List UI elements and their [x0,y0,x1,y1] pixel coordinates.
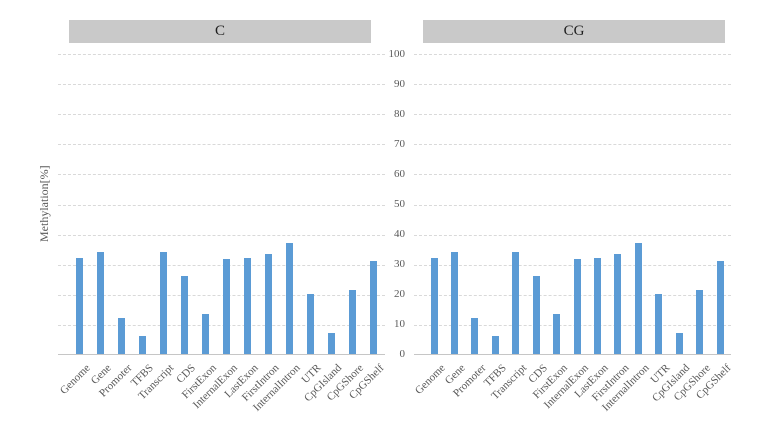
y-tick-label: 60 [394,168,405,180]
gridline-90 [58,84,385,86]
y-axis-title: Methylation[%] [37,165,51,243]
bar-cg-cpgisland [675,332,683,354]
gridline-30 [58,264,385,266]
y-tick-label: 20 [394,288,405,300]
gridline-10 [414,324,731,326]
gridline-100 [58,54,385,55]
y-tick-label: 50 [394,198,405,210]
bar-cg-internalexon [573,259,581,354]
bar-cg-transcript [512,251,520,354]
bar-c-gene [96,251,104,354]
y-tick-label: 30 [394,258,405,270]
bar-c-cds [180,275,188,354]
gridline-100 [414,54,731,55]
bar-cg-promoter [471,317,479,354]
bar-c-internalintron [285,242,293,354]
bar-cg-genome [430,257,438,354]
bar-c-genome [75,257,83,354]
bar-c-cpgshore [348,289,356,354]
y-tick-label: 100 [388,48,406,60]
gridline-50 [414,204,731,206]
y-tick-label: 10 [394,318,405,330]
gridline-80 [414,114,731,116]
bar-cg-cpgshelf [716,260,724,354]
gridline-50 [58,204,385,206]
bar-c-promoter [117,317,125,354]
y-tick-label: 80 [394,108,405,120]
bar-c-cpgisland [327,332,335,354]
bar-cg-lastexon [593,257,601,354]
panel-header-c: C [69,20,371,43]
y-axis-tick-labels: 0 10 20 30 40 50 60 70 80 90 100 [383,48,407,360]
bar-c-tfbs [138,335,146,354]
x-axis-labels-c: Genome Gene Promoter TFBS Transcript CDS First… [57,355,387,430]
panel-header-cg: CG [423,20,725,43]
x-axis-labels-cg: Genome Gene Promoter TFBS Transcript CDS First… [412,355,734,430]
x-tick-label: Genome [57,362,93,397]
bar-cg-firstintron [614,253,622,354]
y-tick-label: 70 [394,138,405,150]
gridline-30 [414,264,731,266]
y-tick-label: 90 [394,78,405,90]
bar-c-internalexon [222,259,230,354]
bar-cg-internalintron [634,242,642,354]
gridline-80 [58,114,385,116]
bar-cg-cds [532,275,540,354]
y-tick-label: 0 [399,348,406,360]
gridline-70 [58,144,385,146]
bar-c-lastexon [243,257,251,354]
gridline-60 [414,174,731,176]
bar-c-transcript [159,251,167,354]
gridline-10 [58,324,385,326]
bar-c-firstintron [264,253,272,354]
panel-title-c: C [214,23,225,39]
bar-c-utr [306,293,314,354]
bar-cg-utr [655,293,663,354]
gridline-40 [414,234,731,236]
panel-title-cg: CG [563,23,585,39]
bar-cg-firstexon [553,313,561,354]
x-tick-label: Genome [412,362,448,397]
gridline-70 [414,144,731,146]
bar-c-cpgshelf [369,260,377,354]
gridline-90 [414,84,731,86]
gridline-20 [414,294,731,296]
y-tick-label: 40 [394,228,405,240]
gridline-20 [58,294,385,296]
gridline-60 [58,174,385,176]
plot-area-c [58,54,385,355]
bar-cg-tfbs [491,335,499,354]
bar-cg-cpgshore [696,289,704,354]
bar-c-firstexon [201,313,209,354]
plot-area-cg [414,54,731,355]
bar-cg-gene [450,251,458,354]
gridline-40 [58,234,385,236]
